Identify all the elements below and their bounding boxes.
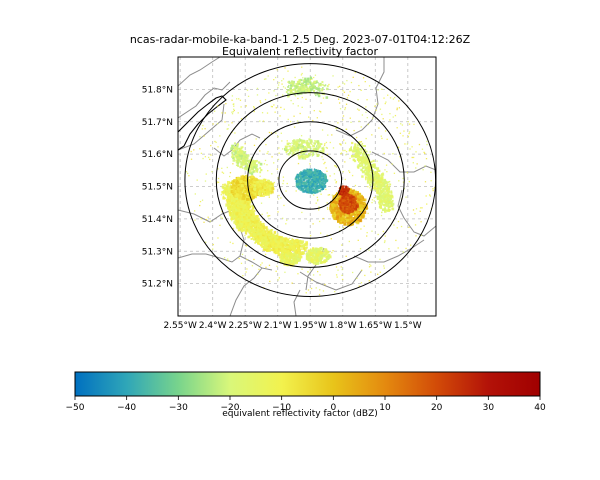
range-ring xyxy=(215,92,405,268)
boundary-line xyxy=(293,289,301,316)
chart-title: ncas-radar-mobile-ka-band-1 2.5 Deg. 202… xyxy=(129,33,471,46)
boundary-line xyxy=(299,269,363,291)
range-ring xyxy=(247,121,374,239)
colorbar-tick-label: 10 xyxy=(379,403,391,413)
colorbar-bar xyxy=(74,371,541,397)
y-tick-label: 51.8°N xyxy=(142,85,173,95)
colorbar-tick-label: −20 xyxy=(221,403,240,413)
echo-band xyxy=(348,141,395,214)
colorbar-tick-label: −10 xyxy=(272,403,291,413)
map-axes: 2.55°W 2.4°W 2.25°W 2.1°W 1.95°W 1.8°W 1.65°W 1… xyxy=(142,56,437,331)
y-tick-label: 51.5°N xyxy=(142,183,173,193)
y-tick-label: 51.3°N xyxy=(142,247,173,257)
boundary-line xyxy=(178,253,241,263)
boundary-line xyxy=(335,57,385,137)
y-tick-label: 51.7°N xyxy=(142,118,173,128)
echo-cluster xyxy=(294,168,329,195)
colorbar: −50 −40 −30 −20 −10 0 10 20 30 40 xyxy=(66,371,546,413)
x-axis-ticks: 2.55°W 2.4°W 2.25°W 2.1°W 1.95°W 1.8°W 1.65°W 1… xyxy=(163,321,421,331)
y-tick-label: 51.6°N xyxy=(142,150,173,160)
x-tick-label: 2.25°W xyxy=(228,321,262,331)
colorbar-tick-label: 0 xyxy=(330,403,336,413)
colorbar-ticks: −50 −40 −30 −20 −10 0 10 20 30 40 xyxy=(66,396,546,413)
x-tick-label: 2.1°W xyxy=(264,321,292,331)
y-axis-ticks: 51.2°N 51.3°N 51.4°N 51.5°N 51.6°N 51.7°N 51.8… xyxy=(142,85,173,289)
colorbar-tick-label: −30 xyxy=(169,403,188,413)
x-tick-label: 2.4°W xyxy=(199,321,227,331)
x-tick-label: 1.5°W xyxy=(394,321,422,331)
colorbar-tick-label: −40 xyxy=(117,403,136,413)
x-tick-label: 2.55°W xyxy=(163,321,197,331)
echo-cluster xyxy=(338,193,359,215)
chart-subtitle: Equivalent reflectivity factor xyxy=(221,45,379,58)
x-tick-label: 1.8°W xyxy=(329,321,357,331)
coastline xyxy=(178,95,227,151)
boundary-line xyxy=(178,57,221,87)
colorbar-tick-label: 30 xyxy=(483,403,495,413)
colorbar-label: equivalent reflectivity factor (dBZ) xyxy=(222,409,378,419)
echo-cluster xyxy=(305,246,332,265)
y-tick-label: 51.2°N xyxy=(142,280,173,290)
x-tick-label: 1.65°W xyxy=(359,321,393,331)
boundary-line xyxy=(178,81,231,119)
colorbar-tick-label: −50 xyxy=(66,403,85,413)
echo-cluster xyxy=(252,178,275,197)
range-ring xyxy=(278,150,343,210)
colorbar-tick-label: 40 xyxy=(534,403,546,413)
y-tick-label: 51.4°N xyxy=(142,215,173,225)
boundary-line xyxy=(353,239,425,263)
echo-band xyxy=(230,142,263,175)
colorbar-tick-label: 20 xyxy=(431,403,443,413)
boundary-line xyxy=(397,189,436,237)
echo-cluster xyxy=(283,138,325,160)
boundary-line xyxy=(178,103,225,151)
map-frame xyxy=(177,56,437,317)
x-tick-label: 1.95°W xyxy=(294,321,328,331)
